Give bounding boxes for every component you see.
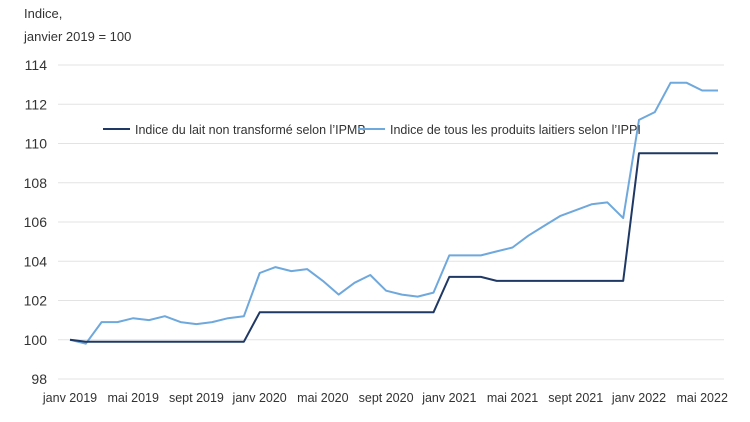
- x-tick-label: sept 2019: [169, 391, 224, 405]
- y-tick-label-102: 102: [24, 293, 48, 309]
- series-line-1: [69, 152, 718, 343]
- y-tick-label-110: 110: [25, 136, 48, 152]
- x-tick-label: mai 2021: [487, 391, 538, 405]
- x-tick-label: sept 2021: [548, 391, 603, 405]
- x-tick-label: mai 2020: [297, 391, 348, 405]
- y-tick-label-108: 108: [24, 175, 48, 191]
- y-tick-label-106: 106: [24, 214, 48, 230]
- y-axis-label-line-2: janvier 2019 = 100: [24, 29, 132, 44]
- y-tick-label-114: 114: [25, 57, 48, 73]
- legend: Indice du lait non transformé selon l’IP…: [103, 123, 641, 137]
- series-lines: [69, 81, 718, 345]
- x-tick-label: janv 2021: [421, 391, 476, 405]
- y-tick-labels: 98 100 102 104 106 108 110 112 114: [24, 57, 48, 387]
- y-tick-label-104: 104: [24, 253, 48, 269]
- x-tick-label: sept 2020: [359, 391, 414, 405]
- x-tick-label: mai 2019: [108, 391, 159, 405]
- x-tick-label: janv 2019: [42, 391, 97, 405]
- legend-label-1: Indice du lait non transformé selon l’IP…: [135, 123, 366, 137]
- y-tick-label-98: 98: [31, 371, 47, 387]
- x-tick-label: mai 2022: [676, 391, 727, 405]
- y-tick-label-100: 100: [24, 332, 48, 348]
- grid-lines: [58, 64, 724, 380]
- x-tick-label: janv 2022: [611, 391, 666, 405]
- series-line-2: [69, 81, 718, 345]
- y-tick-label-112: 112: [25, 96, 48, 112]
- x-tick-label: janv 2020: [232, 391, 287, 405]
- y-axis-label-line-1: Indice,: [24, 6, 63, 21]
- x-tick-labels: janv 2019 mai 2019 sept 2019 janv 2020 mai 2…: [42, 391, 728, 405]
- legend-label-2: Indice de tous les produits laitiers sel…: [390, 123, 641, 137]
